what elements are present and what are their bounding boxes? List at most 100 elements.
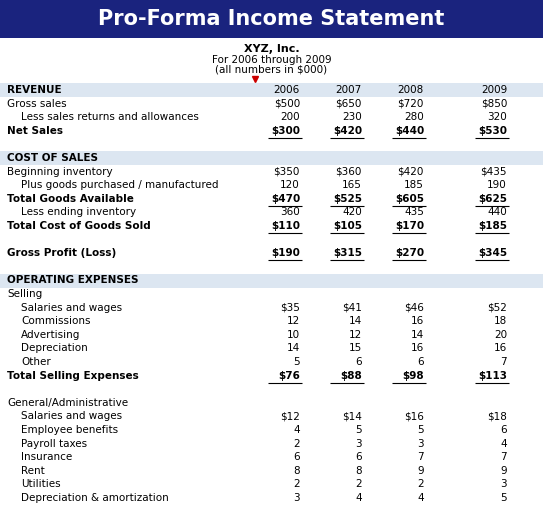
- Text: $605: $605: [395, 194, 424, 204]
- Text: Commissions: Commissions: [21, 316, 91, 326]
- Text: 14: 14: [349, 316, 362, 326]
- Text: 230: 230: [342, 112, 362, 122]
- Text: OPERATING EXPENSES: OPERATING EXPENSES: [7, 276, 138, 285]
- Text: 14: 14: [287, 343, 300, 354]
- Text: $52: $52: [487, 303, 507, 313]
- Text: 12: 12: [349, 330, 362, 340]
- Text: 2008: 2008: [398, 85, 424, 95]
- Text: $76: $76: [278, 371, 300, 381]
- Text: 7: 7: [501, 357, 507, 367]
- Text: 2006: 2006: [274, 85, 300, 95]
- Text: Rent: Rent: [21, 466, 45, 476]
- Text: Net Sales: Net Sales: [7, 126, 63, 136]
- Text: 280: 280: [404, 112, 424, 122]
- Text: 120: 120: [280, 180, 300, 190]
- Text: $88: $88: [340, 371, 362, 381]
- Text: (all numbers in $000): (all numbers in $000): [216, 65, 327, 75]
- Text: $360: $360: [336, 166, 362, 177]
- Text: $350: $350: [274, 166, 300, 177]
- Text: $470: $470: [271, 194, 300, 204]
- Text: Gross sales: Gross sales: [7, 99, 67, 109]
- Text: 4: 4: [501, 438, 507, 449]
- Text: 435: 435: [404, 207, 424, 217]
- Text: 18: 18: [494, 316, 507, 326]
- Text: $18: $18: [487, 411, 507, 421]
- Text: $41: $41: [342, 303, 362, 313]
- Text: $46: $46: [404, 303, 424, 313]
- Text: $98: $98: [402, 371, 424, 381]
- Text: 6: 6: [501, 425, 507, 435]
- Text: $270: $270: [395, 248, 424, 258]
- Text: 420: 420: [342, 207, 362, 217]
- Text: 10: 10: [287, 330, 300, 340]
- Text: 14: 14: [411, 330, 424, 340]
- Text: 16: 16: [494, 343, 507, 354]
- Text: 440: 440: [487, 207, 507, 217]
- Text: $525: $525: [333, 194, 362, 204]
- Text: 6: 6: [293, 452, 300, 462]
- Text: $113: $113: [478, 371, 507, 381]
- Text: 2: 2: [293, 438, 300, 449]
- Text: $420: $420: [397, 166, 424, 177]
- Text: Depreciation & amortization: Depreciation & amortization: [21, 493, 169, 503]
- Text: Insurance: Insurance: [21, 452, 72, 462]
- Text: 2: 2: [355, 479, 362, 489]
- Text: 6: 6: [355, 357, 362, 367]
- Text: 190: 190: [487, 180, 507, 190]
- Text: Advertising: Advertising: [21, 330, 80, 340]
- Text: 4: 4: [355, 493, 362, 503]
- Text: $500: $500: [274, 99, 300, 109]
- Text: 7: 7: [501, 452, 507, 462]
- Text: Plus goods purchased / manufactured: Plus goods purchased / manufactured: [21, 180, 218, 190]
- Text: 2: 2: [293, 479, 300, 489]
- Text: 165: 165: [342, 180, 362, 190]
- Text: $35: $35: [280, 303, 300, 313]
- Bar: [0, 83, 543, 97]
- Text: Beginning inventory: Beginning inventory: [7, 166, 112, 177]
- Text: 9: 9: [418, 466, 424, 476]
- Text: 2: 2: [418, 479, 424, 489]
- Text: 185: 185: [404, 180, 424, 190]
- Text: $850: $850: [481, 99, 507, 109]
- Text: $300: $300: [271, 126, 300, 136]
- Text: 3: 3: [293, 493, 300, 503]
- Text: $14: $14: [342, 411, 362, 421]
- Text: Selling: Selling: [7, 289, 42, 299]
- Text: $345: $345: [478, 248, 507, 258]
- Text: $720: $720: [397, 99, 424, 109]
- Text: Total Cost of Goods Sold: Total Cost of Goods Sold: [7, 221, 151, 231]
- Text: 5: 5: [293, 357, 300, 367]
- Bar: [0, 0, 543, 38]
- Text: $440: $440: [395, 126, 424, 136]
- Text: 16: 16: [411, 316, 424, 326]
- Text: 6: 6: [418, 357, 424, 367]
- Text: Salaries and wages: Salaries and wages: [21, 411, 122, 421]
- Bar: [0, 274, 543, 288]
- Text: $105: $105: [333, 221, 362, 231]
- Text: $110: $110: [271, 221, 300, 231]
- Text: $435: $435: [481, 166, 507, 177]
- Text: 320: 320: [487, 112, 507, 122]
- Text: 12: 12: [287, 316, 300, 326]
- Text: 6: 6: [355, 452, 362, 462]
- Text: Gross Profit (Loss): Gross Profit (Loss): [7, 248, 116, 258]
- Text: For 2006 through 2009: For 2006 through 2009: [212, 55, 331, 65]
- Text: General/Administrative: General/Administrative: [7, 398, 128, 408]
- Text: $315: $315: [333, 248, 362, 258]
- Text: Utilities: Utilities: [21, 479, 61, 489]
- Text: $530: $530: [478, 126, 507, 136]
- Text: Less ending inventory: Less ending inventory: [21, 207, 136, 217]
- Text: XYZ, Inc.: XYZ, Inc.: [244, 44, 299, 54]
- Text: 5: 5: [418, 425, 424, 435]
- Text: Other: Other: [21, 357, 50, 367]
- Text: 16: 16: [411, 343, 424, 354]
- Text: 5: 5: [355, 425, 362, 435]
- Text: REVENUE: REVENUE: [7, 85, 61, 95]
- Text: 3: 3: [501, 479, 507, 489]
- Text: 8: 8: [355, 466, 362, 476]
- Text: 9: 9: [501, 466, 507, 476]
- Text: 3: 3: [418, 438, 424, 449]
- Text: 2007: 2007: [336, 85, 362, 95]
- Text: 4: 4: [293, 425, 300, 435]
- Text: Payroll taxes: Payroll taxes: [21, 438, 87, 449]
